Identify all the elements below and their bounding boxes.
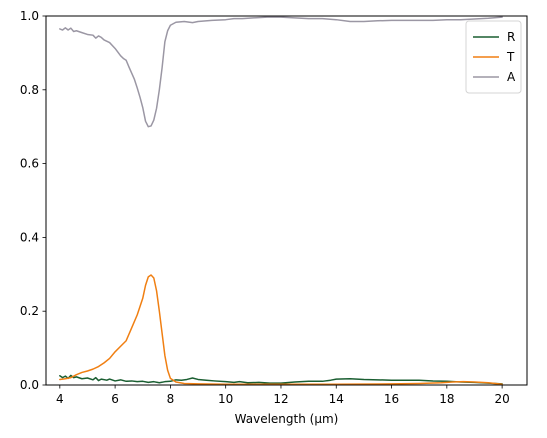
legend-label-A: A	[507, 70, 516, 84]
y-tick-label: 0.8	[20, 83, 39, 97]
plot-area	[59, 16, 503, 385]
y-tick-label: 0.0	[20, 378, 39, 392]
series-layer	[59, 16, 503, 385]
legend-label-T: T	[506, 50, 515, 64]
y-axis-ticks: 0.0 0.2 0.4 0.6 0.8 1.0	[20, 9, 46, 392]
x-tick-label: 16	[384, 392, 399, 406]
x-tick-label: 14	[329, 392, 344, 406]
y-tick-label: 1.0	[20, 9, 39, 23]
series-line-T	[59, 274, 503, 385]
x-tick-label: 18	[439, 392, 454, 406]
y-tick-label: 0.2	[20, 304, 39, 318]
x-tick-label: 8	[167, 392, 175, 406]
y-tick-label: 0.4	[20, 230, 39, 244]
y-tick-label: 0.6	[20, 157, 39, 171]
legend-label-R: R	[507, 30, 515, 44]
x-tick-label: 4	[56, 392, 64, 406]
legend: RTA	[465, 20, 522, 94]
series-line-R	[59, 374, 503, 385]
x-axis-label: Wavelength (µm)	[235, 412, 339, 426]
x-tick-label: 6	[111, 392, 119, 406]
x-axis-ticks: 4 6 8 10 12 14 16 18 20	[56, 385, 510, 406]
series-line-A	[59, 16, 503, 128]
x-tick-label: 20	[494, 392, 509, 406]
legend-entries: RTA	[473, 30, 516, 84]
x-tick-label: 12	[273, 392, 288, 406]
axes-frame	[45, 15, 528, 386]
x-tick-label: 10	[218, 392, 233, 406]
